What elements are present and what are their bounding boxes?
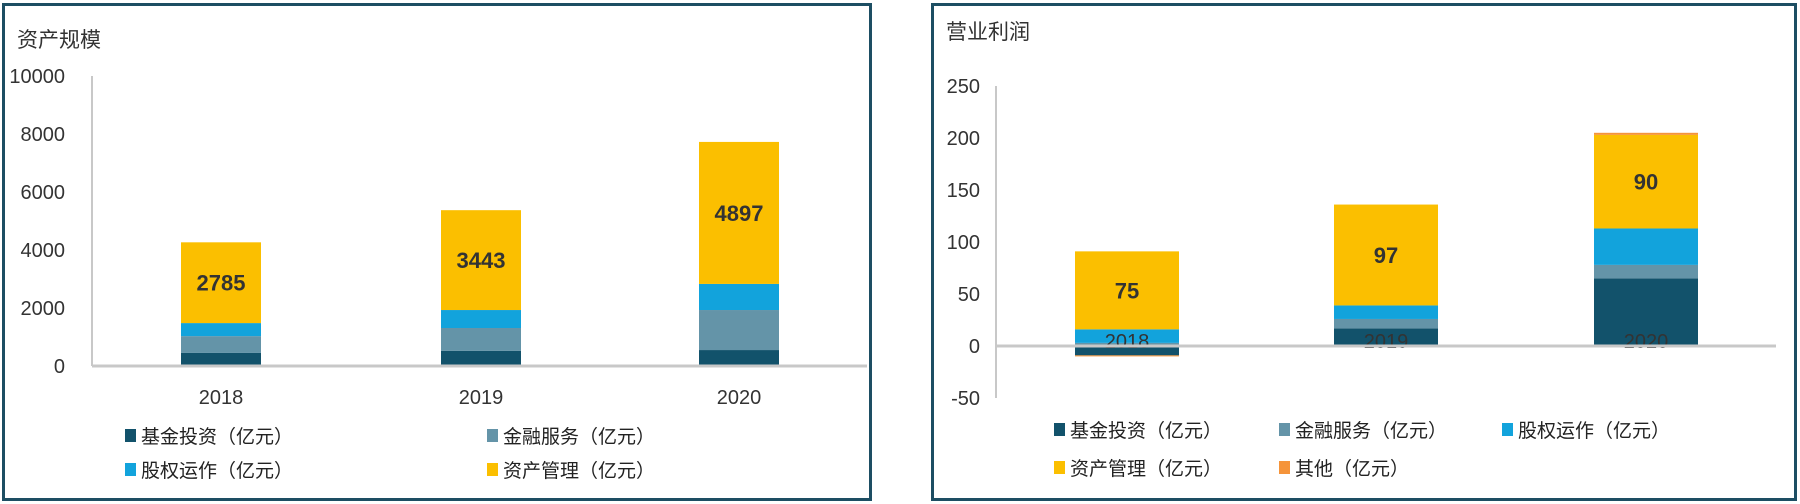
- bar-segment: [181, 242, 261, 324]
- bar-segment: [1075, 355, 1179, 357]
- legend-label: 金融服务（亿元）: [503, 426, 656, 448]
- chart-title: 营业利润: [946, 20, 1030, 44]
- data-label: 75: [1115, 278, 1139, 303]
- legend-item: 基金投资（亿元）: [1054, 416, 1222, 443]
- y-tick-label: 0: [969, 336, 980, 358]
- bar-segment: [1594, 134, 1698, 229]
- bar-segment: [1334, 305, 1438, 319]
- bar-segment: [1334, 204, 1438, 306]
- x-tick-label: 2018: [1105, 331, 1150, 353]
- y-tick-label: 2000: [21, 298, 66, 320]
- bar-segment: [1075, 251, 1179, 330]
- data-label: 2785: [197, 271, 246, 296]
- legend-item: 股权运作（亿元）: [1502, 416, 1670, 443]
- x-tick-label: 2019: [1364, 331, 1409, 353]
- bar-segment: [1594, 278, 1698, 346]
- bar-segment: [1075, 346, 1179, 356]
- legend-swatch: [1054, 423, 1065, 436]
- legend-label: 资产管理（亿元）: [1070, 458, 1223, 480]
- x-tick-label: 2020: [717, 387, 762, 409]
- bar-segment: [181, 352, 261, 366]
- legend-label: 金融服务（亿元）: [1295, 420, 1448, 442]
- operating-profit-chart-panel: 营业利润 -50 0 50 100 150 200 250 75 2018 97 2019 90 202…: [931, 3, 1797, 501]
- bar-segment: [1334, 318, 1438, 329]
- legend-swatch: [1502, 423, 1513, 436]
- legend-swatch: [487, 463, 498, 476]
- x-tick-label: 2020: [1624, 331, 1669, 353]
- bar-segment: [1594, 264, 1698, 279]
- data-label: 90: [1634, 170, 1658, 195]
- bar-segment: [699, 141, 779, 284]
- bar-segment: [1075, 342, 1179, 346]
- y-tick-label: 0: [54, 356, 65, 378]
- legend-label: 股权运作（亿元）: [141, 460, 294, 482]
- asset-scale-chart: 0 2000 4000 6000 8000 10000 2785 2018 3443 2019 48…: [9, 66, 867, 409]
- legend-item: 基金投资（亿元）: [125, 422, 293, 449]
- bar-segment: [699, 350, 779, 366]
- legend-label: 其他（亿元）: [1295, 458, 1410, 480]
- bar-segment: [441, 328, 521, 351]
- y-tick-label: 200: [947, 128, 980, 150]
- legend-item: 资产管理（亿元）: [1054, 454, 1222, 481]
- y-tick-label: 150: [947, 180, 980, 202]
- legend-item: 金融服务（亿元）: [487, 422, 655, 449]
- bar-segment: [699, 283, 779, 311]
- legend-item: 股权运作（亿元）: [125, 456, 293, 483]
- bar-segment: [441, 310, 521, 329]
- y-tick-label: 250: [947, 76, 980, 98]
- data-label: 3443: [457, 248, 506, 273]
- legend-swatch: [125, 463, 136, 476]
- bar-segment: [441, 210, 521, 311]
- x-tick-label: 2018: [199, 387, 244, 409]
- y-tick-label: 10000: [9, 66, 65, 88]
- legend-item: 金融服务（亿元）: [1279, 416, 1447, 443]
- data-label: 97: [1374, 243, 1398, 268]
- operating-profit-chart: -50 0 50 100 150 200 250 75 2018 97 2019 90 2020: [947, 76, 1776, 410]
- legend-swatch: [1279, 461, 1290, 474]
- bar-segment: [699, 310, 779, 351]
- legend-item: 资产管理（亿元）: [487, 456, 655, 483]
- legend-swatch: [487, 429, 498, 442]
- chart-title: 资产规模: [17, 28, 101, 52]
- legend-label: 资产管理（亿元）: [503, 460, 656, 482]
- legend-item: 其他（亿元）: [1279, 454, 1409, 481]
- y-tick-label: 4000: [21, 240, 66, 262]
- data-label: 4897: [715, 201, 764, 226]
- bar-segment: [1594, 228, 1698, 265]
- asset-scale-chart-panel: 资产规模 0 2000 4000 6000 8000 10000 2785 2018 3443 2…: [2, 3, 872, 501]
- y-tick-label: 6000: [21, 182, 66, 204]
- x-tick-label: 2019: [459, 387, 504, 409]
- bar-segment: [1594, 132, 1698, 135]
- legend-swatch: [125, 429, 136, 442]
- legend-label: 基金投资（亿元）: [141, 426, 294, 448]
- y-tick-label: 50: [958, 284, 980, 306]
- y-tick-label: 8000: [21, 124, 66, 146]
- bar-segment: [1075, 329, 1179, 343]
- y-tick-label: 100: [947, 232, 980, 254]
- bar-segment: [441, 350, 521, 366]
- legend-swatch: [1279, 423, 1290, 436]
- y-tick-label: -50: [951, 388, 980, 410]
- bar-segment: [181, 323, 261, 337]
- legend-label: 基金投资（亿元）: [1070, 420, 1223, 442]
- legend-label: 股权运作（亿元）: [1518, 420, 1671, 442]
- bar-segment: [181, 336, 261, 353]
- legend-swatch: [1054, 461, 1065, 474]
- bar-segment: [1334, 328, 1438, 346]
